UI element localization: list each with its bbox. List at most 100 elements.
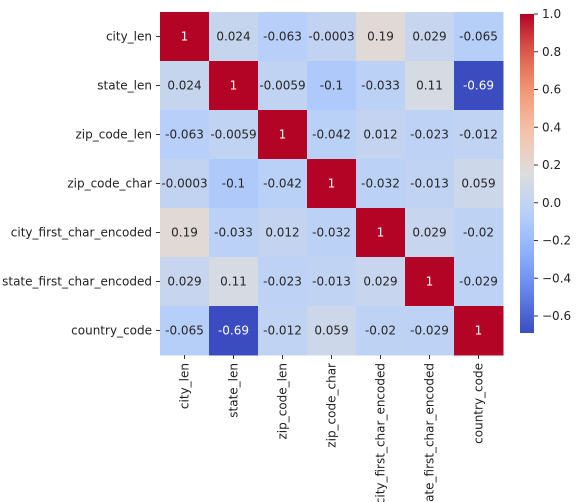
heatmap-cell <box>160 159 210 209</box>
heatmap-cell <box>405 159 455 209</box>
cell-annotation: 0.024 <box>216 30 250 44</box>
colorbar-tick-label: 0.8 <box>542 45 561 59</box>
heatmap-cell <box>258 110 308 160</box>
cell-annotation: -0.065 <box>165 324 204 338</box>
y-tick-label: zip_code_len <box>75 128 152 142</box>
heatmap-cell <box>454 12 504 62</box>
heatmap-cell <box>356 257 406 307</box>
heatmap-cell <box>209 208 259 258</box>
cell-annotation: 0.059 <box>461 177 495 191</box>
y-tick-label: state_first_char_encoded <box>2 275 152 289</box>
cell-annotation: -0.033 <box>214 226 253 240</box>
cell-annotation: 1 <box>475 324 483 338</box>
cell-annotation: -0.032 <box>312 226 351 240</box>
cell-annotation: 0.024 <box>167 79 201 93</box>
cell-annotation: -0.69 <box>463 79 494 93</box>
heatmap-cell <box>356 110 406 160</box>
colorbar-tick-label: 1.0 <box>542 7 561 21</box>
cell-annotation: -0.013 <box>410 177 449 191</box>
x-tick-label: state_len <box>227 363 241 418</box>
heatmap-cell <box>258 12 308 62</box>
heatmap-cell <box>307 208 357 258</box>
x-tick-labels: city_len state_len zip_code_len zip_code_ch… <box>178 355 486 502</box>
cell-annotation: -0.1 <box>320 79 343 93</box>
heatmap-cell <box>160 61 210 111</box>
cell-annotation: 0.11 <box>220 275 247 289</box>
heatmap-cell <box>454 208 504 258</box>
heatmap-cell <box>209 159 259 209</box>
colorbar-tick-label: −0.4 <box>542 271 571 285</box>
heatmap-cell <box>405 12 455 62</box>
cell-annotation: 1 <box>426 275 434 289</box>
y-tick-labels: city_len state_len zip_code_len zip_code_ch… <box>2 30 160 338</box>
cell-annotation: 0.029 <box>412 30 446 44</box>
heatmap-cell <box>356 208 406 258</box>
cell-annotation: -0.0003 <box>308 30 354 44</box>
colorbar-tick-label: 0.2 <box>542 158 561 172</box>
colorbar-ticks: 1.0 0.8 0.6 0.4 0.2 0.0 −0.2 −0.4 −0.6 <box>534 7 571 323</box>
cell-annotation: -0.023 <box>263 275 302 289</box>
cell-annotation: 1 <box>328 177 336 191</box>
cell-annotation: -0.012 <box>459 128 498 142</box>
heatmap-cell <box>454 110 504 160</box>
x-tick-label: country_code <box>472 363 486 444</box>
heatmap-cell <box>405 257 455 307</box>
cell-annotation: 0.029 <box>167 275 201 289</box>
heatmap-cell <box>405 208 455 258</box>
y-tick-label: state_len <box>97 79 152 93</box>
y-tick-label: city_len <box>106 30 152 44</box>
heatmap-cell <box>258 159 308 209</box>
cell-annotation: 0.012 <box>363 128 397 142</box>
cell-annotation: -0.0059 <box>259 79 305 93</box>
heatmap-cell <box>160 306 210 356</box>
heatmap-cell <box>307 61 357 111</box>
heatmap-cell <box>209 61 259 111</box>
heatmap-cell <box>258 61 308 111</box>
cell-annotation: 0.012 <box>265 226 299 240</box>
heatmap-cell <box>209 306 259 356</box>
heatmap-cell <box>356 12 406 62</box>
heatmap-cell <box>454 61 504 111</box>
heatmap-cell <box>209 12 259 62</box>
cell-annotation: -0.042 <box>312 128 351 142</box>
colorbar-gradient <box>520 14 534 333</box>
heatmap-cell <box>454 159 504 209</box>
heatmap-cell <box>307 306 357 356</box>
cell-annotation: 0.19 <box>367 30 394 44</box>
cell-annotation: -0.042 <box>263 177 302 191</box>
y-tick-label: zip_code_char <box>67 177 152 191</box>
heatmap-cell <box>356 61 406 111</box>
cell-annotation: -0.0003 <box>161 177 207 191</box>
cell-annotation: -0.063 <box>165 128 204 142</box>
colorbar-tick-label: 0.0 <box>542 196 561 210</box>
heatmap-cell <box>405 306 455 356</box>
cell-annotation: 0.059 <box>314 324 348 338</box>
cell-annotation: -0.032 <box>361 177 400 191</box>
colorbar-tick-label: −0.6 <box>542 309 571 323</box>
colorbar-tick-label: −0.2 <box>542 234 571 248</box>
cell-annotation: -0.029 <box>459 275 498 289</box>
colorbar-tick-label: 0.6 <box>542 83 561 97</box>
cell-annotation: 0.029 <box>363 275 397 289</box>
heatmap-cell <box>209 110 259 160</box>
heatmap-cell <box>405 110 455 160</box>
cell-annotation: -0.033 <box>361 79 400 93</box>
cell-annotation: 0.11 <box>416 79 443 93</box>
cell-annotation: -0.1 <box>222 177 245 191</box>
cell-annotations: 1 0.024 -0.063 -0.0003 0.19 0.029 -0.065 0.024 1… <box>161 30 498 338</box>
cell-annotation: -0.065 <box>459 30 498 44</box>
heatmap-cell <box>209 257 259 307</box>
heatmap-cell <box>454 257 504 307</box>
heatmap-cell <box>307 159 357 209</box>
x-tick-label: city_first_char_encoded <box>374 363 388 502</box>
cell-annotation: -0.029 <box>410 324 449 338</box>
cell-annotation: 0.029 <box>412 226 446 240</box>
colorbar-tick-label: 0.4 <box>542 120 561 134</box>
cell-annotation: 1 <box>230 79 238 93</box>
heatmap-cell <box>405 61 455 111</box>
cell-annotation: -0.012 <box>263 324 302 338</box>
x-tick-label: city_len <box>178 363 192 409</box>
cell-annotation: -0.69 <box>218 324 249 338</box>
heatmap-cell <box>160 257 210 307</box>
cell-annotation: -0.0059 <box>210 128 256 142</box>
